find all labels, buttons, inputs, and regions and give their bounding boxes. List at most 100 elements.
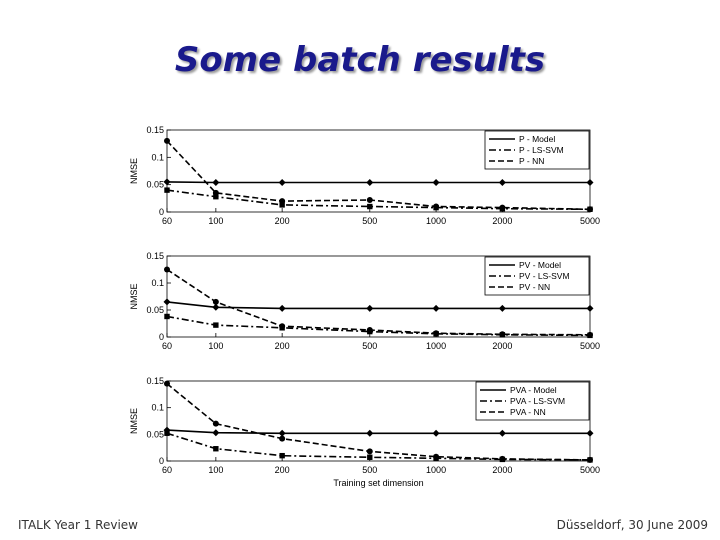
y-tick-label: 0.1 [151,152,164,162]
data-point-square [213,193,219,200]
legend-entry: P - LS-SVM [519,145,564,155]
data-point-circle [164,266,170,273]
data-point-square [164,430,170,436]
data-point-diamond [212,303,220,311]
x-tick-label: 1000 [426,465,446,475]
data-point-diamond [366,429,374,437]
data-point-circle [366,196,373,203]
legend-entry: PVA - Model [510,385,557,395]
x-tick-label: 5000 [580,216,600,226]
x-tick-label: 2000 [492,465,512,475]
y-tick-label: 0.05 [146,429,164,439]
y-axis-label: NMSE [129,158,139,184]
data-point-square [279,202,285,208]
data-point-square [367,203,373,210]
chart-panel-1: 0 0.05 0.1 0.15 60 100 200 500 1000 2000 5000 NMSE P… [129,125,600,226]
x-tick-label: 200 [275,341,290,351]
legend-entry: P - NN [519,156,544,166]
data-point-circle [433,453,440,460]
data-point-diamond [432,429,440,437]
y-tick-label: 0.15 [146,251,164,261]
plot-frame [166,129,591,213]
data-point-square [213,446,219,452]
x-tick-label: 1000 [426,341,446,351]
data-point-circle [366,448,373,455]
y-tick-label: 0.05 [146,305,164,315]
data-point-diamond [586,304,594,312]
data-point-circle [212,189,219,196]
x-tick-label: 500 [362,465,377,475]
data-point-diamond [432,178,440,186]
x-tick-label: 500 [362,216,377,226]
data-point-diamond [278,429,286,437]
data-point-circle [433,330,440,337]
y-tick-label: 0 [159,332,164,342]
data-point-diamond [498,429,506,437]
y-tick-label: 0 [159,207,164,217]
y-tick-label: 0.1 [151,403,164,413]
series-line-2 [166,189,591,211]
footer-right: Düsseldorf, 30 June 2009 [556,518,708,532]
y-axis-label: NMSE [129,283,139,309]
y-tick-label: 0.05 [146,180,164,190]
data-point-circle [164,137,170,144]
slide-title: Some batch results [174,40,546,80]
x-tick-label: 60 [162,465,172,475]
x-tick-label: 60 [162,216,172,226]
data-point-circle [212,298,219,305]
data-point-diamond [163,298,171,306]
data-point-diamond [212,429,220,437]
series-line-1 [166,429,590,435]
data-point-circle [587,456,593,463]
data-point-diamond [498,178,506,186]
data-point-diamond [586,178,594,186]
chart-panel-3: 0 0.05 0.1 0.15 60 100 200 500 1000 2000 5000 NMSE T… [129,376,600,488]
x-tick-label: 2000 [492,216,512,226]
x-tick-label: 200 [275,216,290,226]
data-point-square [279,452,285,459]
data-point-diamond [432,304,440,312]
series-line-2 [166,432,591,461]
x-tick-label: 5000 [580,465,600,475]
y-tick-label: 0.15 [146,376,164,386]
y-axis-label: NMSE [129,408,139,434]
data-point-circle [279,435,286,442]
x-tick-label: 60 [162,341,172,351]
series-line-2 [166,315,591,337]
series-line-1 [166,181,590,184]
data-point-circle [433,203,440,210]
x-tick-label: 100 [208,465,223,475]
x-tick-label: 200 [275,465,290,475]
y-tick-label: 0.15 [146,125,164,135]
data-point-diamond [278,304,286,312]
legend-entry: PVA - NN [510,407,546,417]
legend-entry: PVA - LS-SVM [510,396,565,406]
data-point-circle [499,204,506,211]
y-tick-label: 0 [159,456,164,466]
x-tick-label: 500 [362,341,377,351]
data-point-square [213,322,219,328]
data-point-diamond [278,178,286,186]
data-point-circle [212,420,219,427]
legend-entry: PV - Model [519,260,561,270]
x-tick-label: 100 [208,341,223,351]
data-point-circle [164,380,170,387]
data-point-diamond [366,178,374,186]
data-point-square [164,187,170,193]
data-point-circle [366,326,373,333]
data-point-circle [279,323,286,330]
data-point-circle [587,331,593,338]
data-point-diamond [163,178,171,186]
chart-panel-2: 0 0.05 0.1 0.15 60 100 200 500 1000 2000 5000 NMSE P… [129,251,600,351]
legend-box [475,381,590,421]
data-point-diamond [212,178,220,186]
legend-box [484,130,590,170]
x-tick-label: 1000 [426,216,446,226]
data-point-circle [499,331,506,338]
data-point-circle [587,206,593,213]
x-tick-label: 100 [208,216,223,226]
